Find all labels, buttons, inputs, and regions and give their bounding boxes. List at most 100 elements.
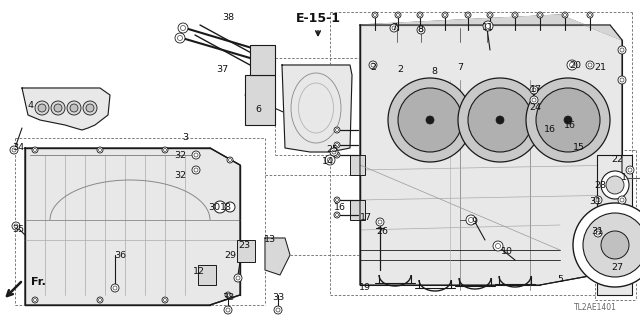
Circle shape xyxy=(374,13,376,17)
Circle shape xyxy=(35,101,49,115)
Circle shape xyxy=(620,48,624,52)
Text: 31: 31 xyxy=(589,197,601,206)
Bar xyxy=(350,155,365,175)
Circle shape xyxy=(536,88,600,152)
Text: 16: 16 xyxy=(544,125,556,134)
Circle shape xyxy=(530,96,538,104)
Circle shape xyxy=(618,46,626,54)
Circle shape xyxy=(33,148,36,151)
Circle shape xyxy=(178,23,188,33)
Circle shape xyxy=(398,88,462,152)
Circle shape xyxy=(180,26,186,30)
Circle shape xyxy=(335,143,339,147)
Circle shape xyxy=(468,218,474,222)
Polygon shape xyxy=(25,148,240,305)
Circle shape xyxy=(606,176,624,194)
Circle shape xyxy=(12,222,20,230)
Circle shape xyxy=(444,13,447,17)
Text: 29: 29 xyxy=(224,251,236,260)
Circle shape xyxy=(328,157,333,163)
Text: 33: 33 xyxy=(222,293,234,302)
Text: 2: 2 xyxy=(397,66,403,75)
Circle shape xyxy=(594,229,602,237)
Circle shape xyxy=(225,202,235,212)
Text: 15: 15 xyxy=(573,143,585,153)
Circle shape xyxy=(487,12,493,18)
Circle shape xyxy=(513,13,516,17)
Circle shape xyxy=(335,129,339,132)
Bar xyxy=(597,155,632,295)
Circle shape xyxy=(325,155,335,165)
Bar xyxy=(350,200,365,220)
Circle shape xyxy=(390,24,398,32)
Text: 30: 30 xyxy=(208,203,220,212)
Text: 25: 25 xyxy=(326,146,338,155)
Circle shape xyxy=(194,153,198,157)
Text: 24: 24 xyxy=(529,103,541,113)
Polygon shape xyxy=(22,88,110,130)
Text: 17: 17 xyxy=(530,85,542,94)
Circle shape xyxy=(97,147,103,153)
Circle shape xyxy=(562,12,568,18)
Circle shape xyxy=(618,196,626,204)
Circle shape xyxy=(335,198,339,202)
Circle shape xyxy=(372,12,378,18)
Polygon shape xyxy=(282,65,352,152)
Circle shape xyxy=(38,104,46,112)
Circle shape xyxy=(526,78,610,162)
Text: 14: 14 xyxy=(322,157,334,166)
Circle shape xyxy=(162,297,168,303)
Circle shape xyxy=(334,127,340,133)
Circle shape xyxy=(227,157,233,163)
Text: 7: 7 xyxy=(457,63,463,73)
Circle shape xyxy=(601,171,629,199)
Text: 16: 16 xyxy=(564,121,576,130)
Circle shape xyxy=(618,236,626,244)
Circle shape xyxy=(495,244,500,249)
Circle shape xyxy=(67,101,81,115)
Circle shape xyxy=(163,299,166,301)
Circle shape xyxy=(334,212,340,218)
Circle shape xyxy=(587,12,593,18)
Polygon shape xyxy=(265,238,290,275)
Text: 20: 20 xyxy=(569,60,581,69)
Circle shape xyxy=(113,286,117,290)
Text: 16: 16 xyxy=(334,204,346,212)
Text: 17: 17 xyxy=(360,213,372,222)
Circle shape xyxy=(51,101,65,115)
Circle shape xyxy=(486,23,490,28)
Circle shape xyxy=(596,231,600,235)
Circle shape xyxy=(86,104,94,112)
Text: TL2AE1401: TL2AE1401 xyxy=(573,303,616,313)
Circle shape xyxy=(467,13,470,17)
Circle shape xyxy=(228,158,232,162)
Circle shape xyxy=(586,61,594,69)
Circle shape xyxy=(224,306,232,314)
Circle shape xyxy=(376,218,384,226)
Text: 4: 4 xyxy=(27,100,33,109)
Circle shape xyxy=(488,13,492,17)
Text: 35: 35 xyxy=(12,226,24,235)
Text: 18: 18 xyxy=(220,203,232,212)
Text: 9: 9 xyxy=(471,218,477,227)
Circle shape xyxy=(442,12,448,18)
Text: 12: 12 xyxy=(193,268,205,276)
Circle shape xyxy=(10,146,18,154)
Text: 34: 34 xyxy=(12,143,24,153)
Circle shape xyxy=(512,12,518,18)
Text: 13: 13 xyxy=(264,236,276,244)
Circle shape xyxy=(483,21,493,31)
Circle shape xyxy=(417,26,425,34)
Circle shape xyxy=(33,299,36,301)
Text: 1: 1 xyxy=(621,173,627,182)
Circle shape xyxy=(99,148,102,151)
Circle shape xyxy=(214,201,226,213)
Circle shape xyxy=(192,166,200,174)
Circle shape xyxy=(54,104,62,112)
Circle shape xyxy=(397,13,399,17)
Circle shape xyxy=(419,28,423,32)
Circle shape xyxy=(226,308,230,312)
Circle shape xyxy=(335,154,339,156)
Circle shape xyxy=(530,86,538,94)
Text: 21: 21 xyxy=(594,63,606,73)
